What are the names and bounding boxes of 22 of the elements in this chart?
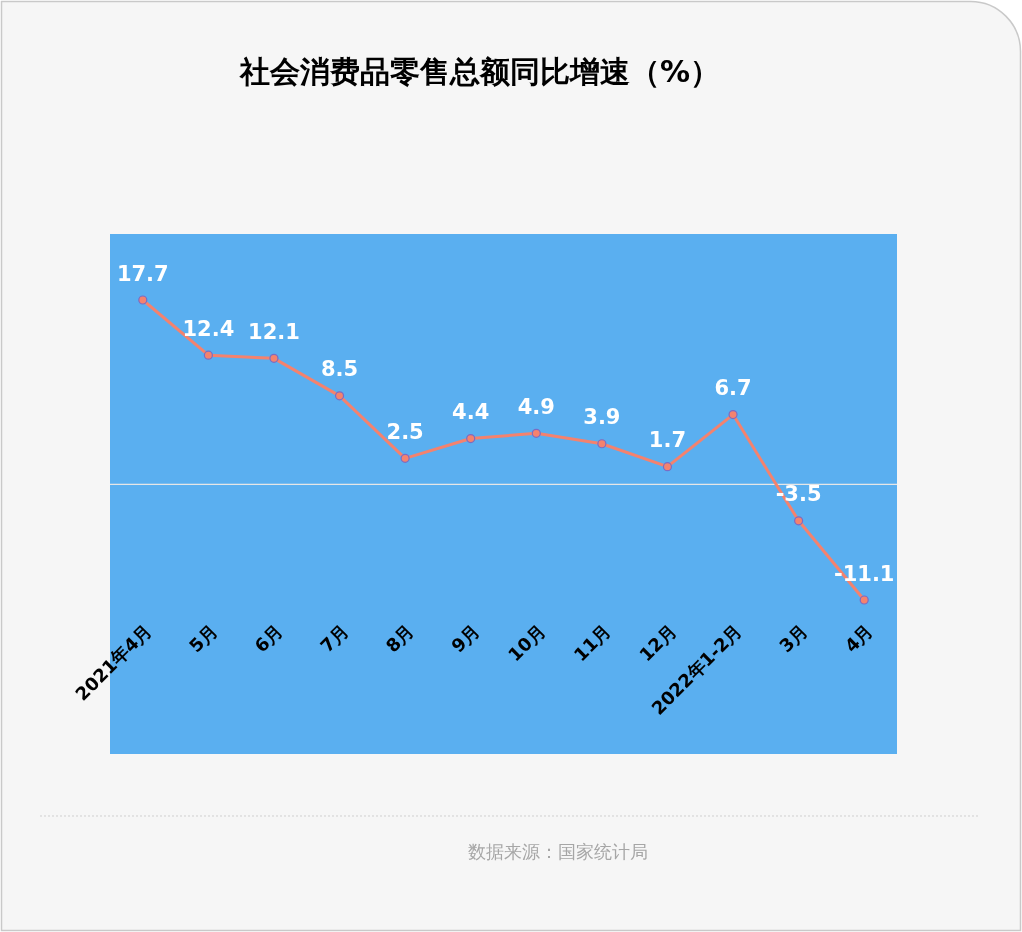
- x-tick-label: 8月: [381, 620, 418, 657]
- data-label: 12.1: [248, 320, 300, 344]
- x-tick-label: 7月: [315, 620, 353, 657]
- data-label: 3.9: [583, 405, 621, 430]
- data-label: 12.4: [182, 316, 235, 341]
- x-tick-label: 3月: [775, 620, 812, 657]
- title: 社会消费品零售总额同比增速（%）: [240, 54, 721, 89]
- x-tick-label: 11月: [569, 620, 615, 666]
- data-label: 2.5: [386, 420, 424, 444]
- data-label: 1.7: [648, 428, 687, 453]
- data-label: 4.4: [452, 400, 490, 425]
- data-label: 4.9: [517, 395, 555, 419]
- x-tick-label: 10月: [503, 620, 550, 666]
- x-tick-label: 9月: [447, 620, 484, 657]
- x-tick-label: 12月: [635, 620, 681, 666]
- x-tick-label: 5月: [184, 620, 222, 657]
- data-label: 6.7: [714, 376, 752, 401]
- x-tick-label: 4月: [840, 620, 878, 657]
- annotation: 数据来源：国家统计局: [468, 841, 648, 862]
- data-label: 17.7: [116, 261, 169, 286]
- x-tick-label: 6月: [250, 620, 287, 657]
- data-label: 8.5: [320, 357, 359, 382]
